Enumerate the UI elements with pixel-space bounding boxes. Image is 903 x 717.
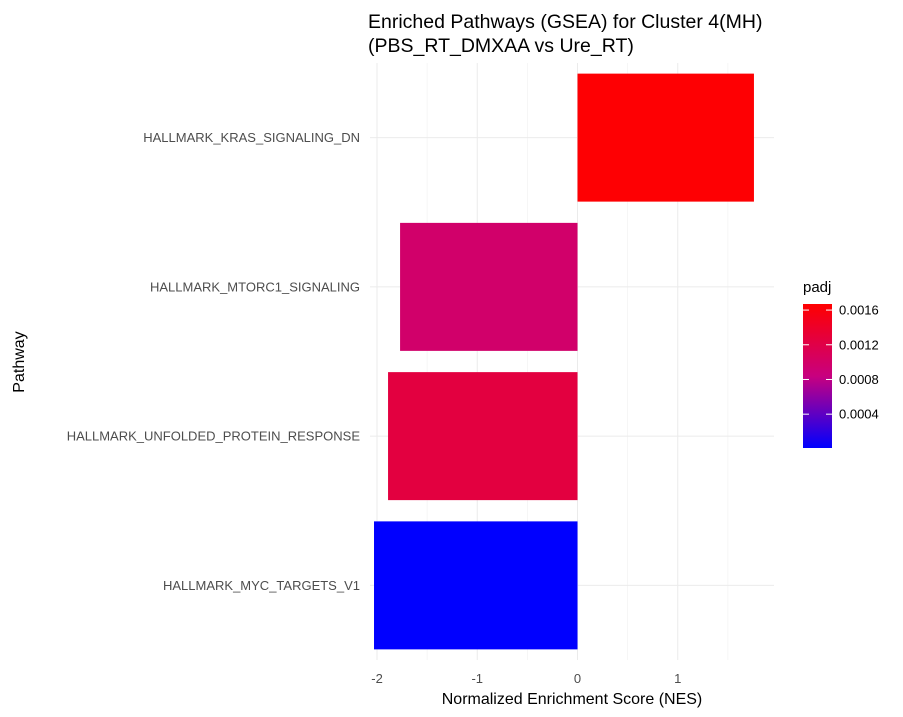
x-axis-title: Normalized Enrichment Score (NES) <box>442 691 703 708</box>
bar-3 <box>374 521 578 650</box>
x-tick-label-1: -1 <box>471 671 483 686</box>
bar-0 <box>577 73 754 202</box>
legend-tick-label-1: 0.0008 <box>839 372 879 387</box>
legend-tick-label-0: 0.0004 <box>839 407 879 422</box>
x-tick-label-3: 1 <box>674 671 681 686</box>
bar-1 <box>400 222 578 351</box>
bar-2 <box>388 372 578 501</box>
y-tick-labels: HALLMARK_KRAS_SIGNALING_DN HALLMARK_MTORC… <box>67 130 361 593</box>
y-tick-label-3: HALLMARK_MYC_TARGETS_V1 <box>163 578 360 593</box>
legend-colorbar <box>803 304 832 448</box>
bars <box>374 73 754 650</box>
x-tick-label-2: 0 <box>574 671 581 686</box>
color-legend: padj 0.0004 0.0008 0.0012 0.0016 <box>803 279 879 448</box>
legend-tick-label-2: 0.0012 <box>839 337 879 352</box>
y-tick-label-1: HALLMARK_MTORC1_SIGNALING <box>150 279 360 294</box>
chart-title-line-1: Enriched Pathways (GSEA) for Cluster 4(M… <box>368 11 762 33</box>
legend-ticks: 0.0004 0.0008 0.0012 0.0016 <box>803 303 879 422</box>
legend-title: padj <box>803 279 831 296</box>
y-axis-title: Pathway <box>11 331 28 392</box>
y-tick-label-2: HALLMARK_UNFOLDED_PROTEIN_RESPONSE <box>67 429 361 444</box>
chart-title-line-2: (PBS_RT_DMXAA vs Ure_RT) <box>368 35 634 57</box>
x-tick-label-0: -2 <box>371 671 383 686</box>
legend-tick-label-3: 0.0016 <box>839 303 879 318</box>
y-tick-label-0: HALLMARK_KRAS_SIGNALING_DN <box>143 130 360 145</box>
x-tick-labels: -2 -1 0 1 <box>371 671 681 686</box>
